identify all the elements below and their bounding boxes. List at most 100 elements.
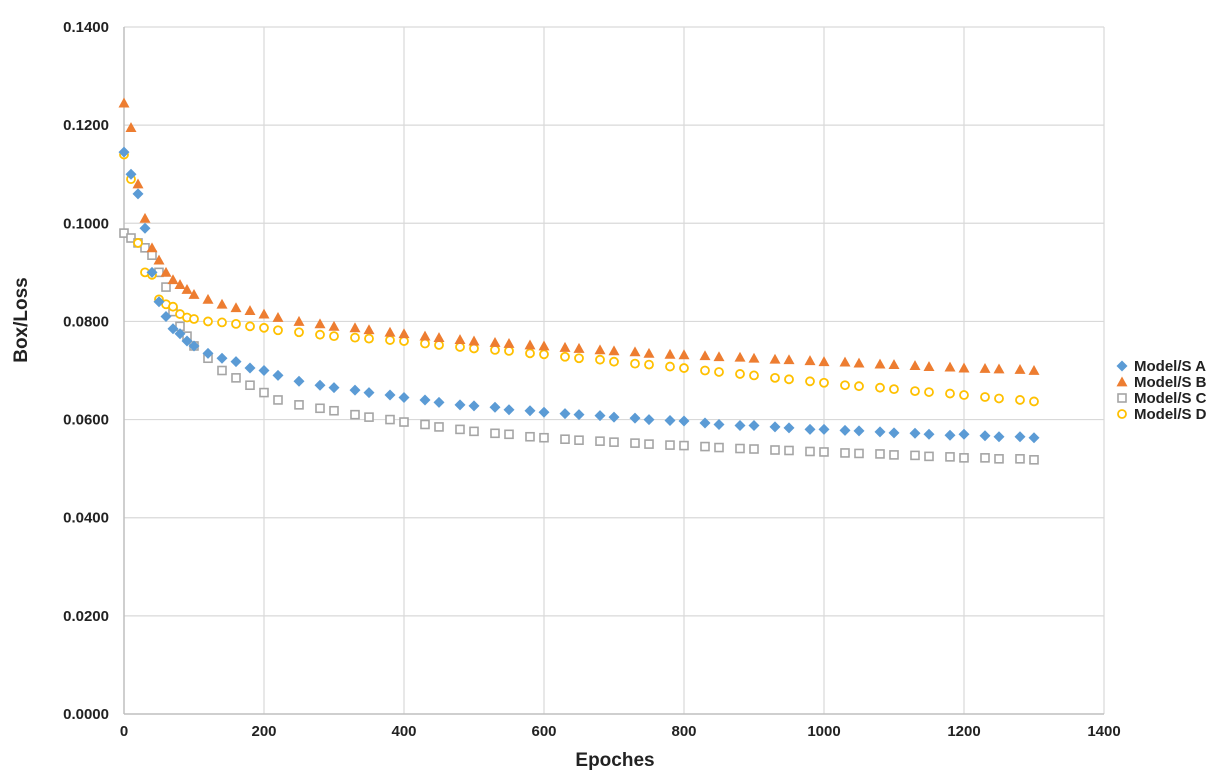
axes	[123, 27, 1104, 715]
data-point	[700, 441, 710, 452]
legend-marker	[1117, 393, 1127, 403]
data-point	[958, 428, 970, 440]
data-point	[168, 301, 178, 312]
data-point	[664, 348, 676, 359]
data-point	[924, 387, 934, 397]
data-point	[784, 374, 794, 385]
data-point	[503, 404, 515, 416]
data-point	[329, 331, 339, 342]
data-point	[643, 347, 655, 358]
data-point	[216, 352, 228, 364]
y-tick-label: 0.0600	[63, 412, 109, 429]
data-point	[139, 222, 151, 234]
data-point	[805, 376, 815, 387]
data-point	[398, 328, 410, 339]
data-point	[644, 439, 654, 449]
data-point	[245, 380, 255, 391]
data-point	[854, 381, 864, 392]
data-point	[161, 282, 171, 292]
y-tick-label: 0.1400	[63, 19, 109, 36]
data-point	[455, 342, 465, 352]
data-point	[132, 188, 144, 200]
data-points	[118, 97, 1040, 465]
data-point	[958, 362, 970, 373]
data-point	[629, 412, 641, 424]
data-point	[258, 365, 270, 376]
data-point	[244, 362, 256, 374]
data-point	[146, 266, 158, 278]
data-point	[203, 316, 213, 327]
data-point	[924, 451, 934, 462]
data-point	[818, 356, 830, 367]
data-point	[945, 388, 955, 399]
data-point	[160, 266, 172, 277]
data-point	[294, 400, 304, 410]
data-point	[993, 363, 1005, 374]
data-point	[490, 428, 500, 439]
data-point	[539, 349, 549, 360]
data-point	[629, 346, 641, 357]
data-point	[259, 322, 269, 333]
legend-marker	[1117, 409, 1127, 419]
data-point	[385, 335, 395, 345]
data-point	[202, 293, 214, 304]
data-point	[539, 432, 549, 443]
data-point	[888, 427, 900, 439]
data-point	[419, 394, 431, 406]
data-point	[350, 332, 360, 343]
data-point	[679, 440, 689, 451]
data-point	[770, 445, 780, 455]
data-point	[854, 448, 864, 459]
data-point	[749, 444, 759, 454]
data-point	[749, 370, 759, 381]
data-point	[217, 365, 227, 376]
data-point	[595, 436, 605, 446]
data-point	[804, 355, 816, 366]
data-point	[1029, 455, 1039, 465]
data-point	[1015, 454, 1025, 464]
data-point	[273, 395, 283, 405]
data-point	[664, 415, 676, 427]
x-tick-label: 800	[671, 723, 696, 740]
data-point	[959, 453, 969, 463]
data-point	[454, 334, 466, 344]
data-point	[665, 440, 675, 450]
data-point	[230, 356, 242, 368]
data-point	[420, 419, 430, 430]
legend-entry-label: Model/S C	[1134, 390, 1207, 407]
data-point	[783, 354, 795, 365]
data-point	[328, 382, 340, 394]
legend-entry-label: Model/S B	[1134, 374, 1207, 391]
data-point	[454, 399, 466, 411]
data-point	[174, 279, 186, 290]
data-point	[678, 349, 690, 360]
data-point	[489, 337, 501, 347]
series-4	[119, 149, 1039, 407]
data-point	[875, 449, 885, 459]
data-point	[643, 414, 655, 426]
data-point	[874, 426, 886, 438]
data-point	[839, 356, 851, 367]
data-point	[315, 329, 325, 340]
data-point	[875, 382, 885, 393]
data-point	[819, 377, 829, 388]
data-point	[560, 351, 570, 362]
x-tick-label: 1000	[807, 723, 840, 740]
data-point	[608, 345, 620, 356]
data-point	[399, 417, 409, 427]
x-tick-label: 1200	[947, 723, 980, 740]
data-point	[979, 363, 991, 373]
data-point	[608, 411, 620, 423]
data-point	[147, 250, 157, 260]
y-tick-label: 0.1200	[63, 117, 109, 134]
data-point	[888, 359, 900, 370]
data-point	[874, 358, 886, 369]
data-point	[118, 97, 130, 108]
data-point	[504, 429, 514, 440]
data-point	[469, 426, 479, 437]
data-point	[889, 450, 899, 460]
data-point	[595, 354, 605, 365]
data-point	[469, 343, 479, 354]
